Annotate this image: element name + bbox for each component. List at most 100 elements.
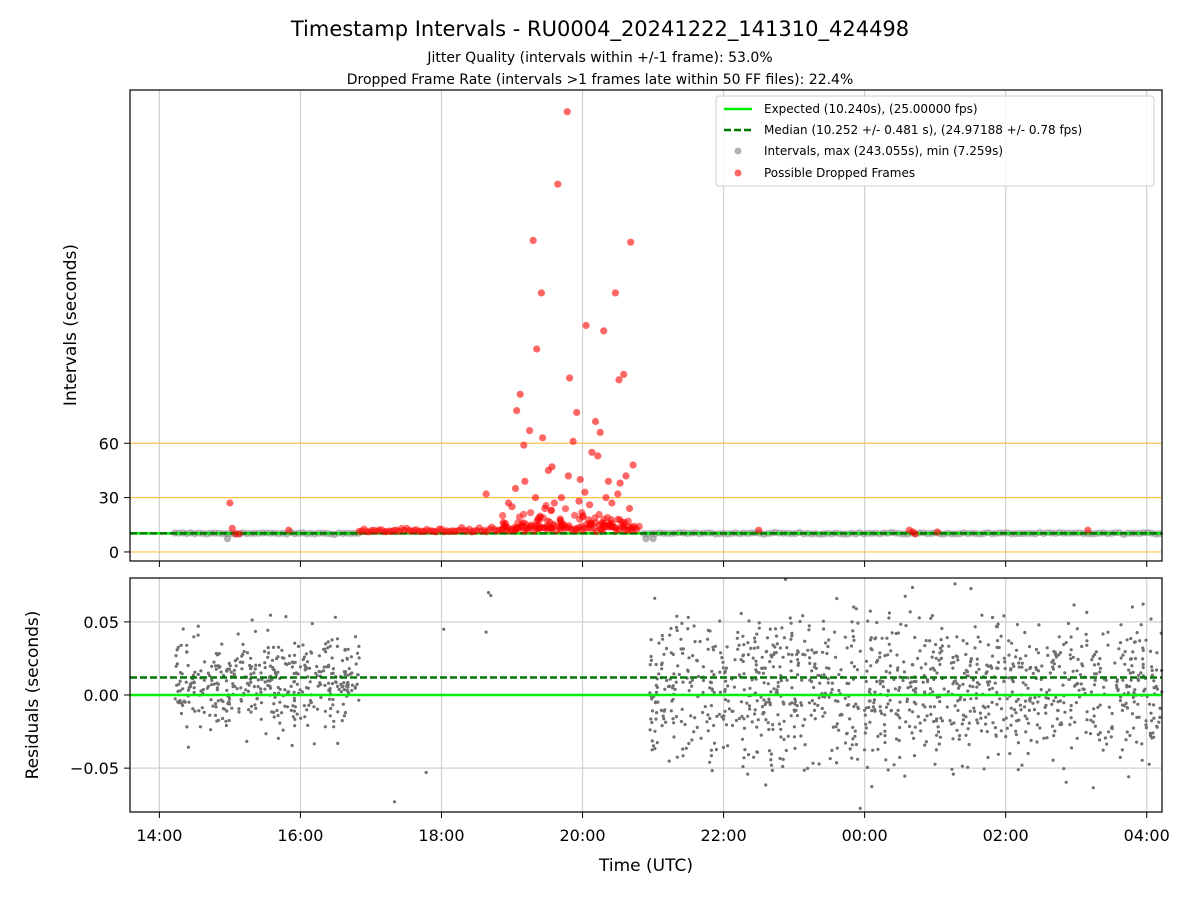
residual-point	[665, 678, 669, 683]
residual-point	[268, 664, 272, 668]
residual-point	[883, 713, 887, 717]
residual-point	[800, 678, 804, 682]
residual-point	[961, 639, 965, 643]
residual-point	[326, 681, 331, 685]
residual-point	[701, 710, 705, 715]
residual-point	[202, 678, 206, 682]
residual-point	[331, 667, 335, 671]
residual-point	[245, 681, 249, 685]
x-tick-label: 04:00	[1124, 826, 1170, 845]
residual-point	[236, 632, 240, 636]
residual-point	[875, 621, 879, 625]
residual-point	[1113, 661, 1117, 665]
residual-point	[898, 755, 902, 760]
residual-point	[1107, 705, 1111, 709]
residual-point	[208, 713, 212, 717]
residual-point	[960, 764, 965, 768]
residual-point	[818, 681, 822, 685]
residual-point	[671, 717, 675, 721]
residual-point	[746, 714, 750, 718]
residual-point	[986, 643, 991, 647]
residual-point	[272, 702, 276, 706]
residual-point	[983, 706, 987, 710]
residual-point	[753, 640, 757, 644]
residual-point	[687, 689, 691, 693]
residual-point	[834, 725, 838, 729]
residual-point	[242, 649, 246, 654]
residual-point	[181, 703, 185, 708]
residual-point	[763, 666, 767, 670]
dropped-frame-point	[573, 408, 581, 417]
residual-point	[276, 655, 280, 659]
residual-point	[726, 744, 730, 748]
residual-point	[294, 671, 298, 676]
residual-point	[1031, 701, 1035, 705]
residual-point	[674, 680, 678, 684]
residual-point	[936, 730, 941, 734]
residual-point	[301, 657, 305, 662]
residual-point	[979, 716, 983, 720]
residual-point	[784, 748, 788, 753]
residual-point	[292, 699, 296, 703]
residual-point	[1142, 689, 1146, 693]
dropped-frame-point	[582, 321, 590, 330]
residual-point	[905, 697, 910, 701]
dropped-frame-point	[620, 521, 628, 529]
residual-point	[1052, 734, 1056, 738]
residual-point	[214, 702, 218, 706]
residual-point	[979, 729, 984, 733]
residual-point	[969, 657, 974, 661]
residual-point	[721, 717, 726, 721]
residual-point	[856, 706, 860, 711]
residual-point	[193, 670, 197, 674]
residual-point	[974, 696, 979, 700]
residual-point	[845, 731, 849, 735]
residual-point	[889, 708, 894, 713]
dropped-frame-point	[527, 509, 535, 517]
residual-point	[1141, 646, 1145, 650]
residual-point	[231, 682, 235, 686]
residual-point	[811, 761, 815, 765]
residual-point	[424, 770, 428, 775]
residual-point	[914, 687, 918, 691]
residual-point	[809, 713, 813, 717]
residual-point	[886, 688, 890, 692]
chart-title: Timestamp Intervals - RU0004_20241222_14…	[290, 17, 909, 42]
residual-point	[935, 733, 939, 737]
residual-point	[692, 730, 696, 734]
residual-point	[1054, 695, 1058, 700]
residual-point	[1022, 705, 1027, 709]
residual-point	[903, 594, 907, 598]
residual-point	[1127, 775, 1131, 779]
residual-point	[328, 689, 332, 693]
residual-point	[1063, 710, 1067, 714]
residual-point	[757, 671, 761, 675]
residual-point	[996, 660, 1001, 665]
residual-point	[1098, 731, 1102, 735]
residual-point	[942, 687, 946, 691]
residual-point	[930, 614, 935, 618]
residual-point	[1009, 723, 1013, 727]
dropped-frame-point	[285, 526, 293, 534]
residual-point	[904, 624, 908, 628]
residual-point	[926, 680, 930, 684]
residual-point	[1002, 679, 1006, 684]
residual-point	[221, 673, 226, 677]
residual-point	[695, 725, 699, 730]
residual-point	[268, 613, 273, 617]
residual-point	[909, 685, 913, 689]
intervals-legend: Expected (10.240s), (25.00000 fps) Media…	[715, 95, 1155, 187]
dropped-frame-point	[544, 466, 553, 474]
residual-point	[711, 645, 715, 649]
residual-point	[709, 704, 714, 708]
residual-point	[343, 647, 347, 652]
residual-point	[789, 637, 793, 641]
residual-point	[863, 731, 867, 735]
residual-point	[876, 658, 880, 663]
residual-point	[273, 695, 277, 699]
residual-point	[742, 688, 746, 692]
residual-point	[888, 664, 893, 668]
residual-point	[875, 680, 879, 684]
residual-point	[672, 672, 676, 676]
residual-point	[1158, 715, 1162, 720]
